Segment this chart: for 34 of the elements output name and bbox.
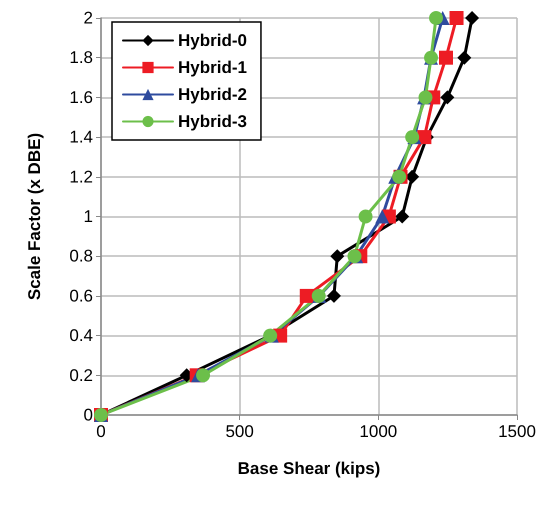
point — [450, 11, 464, 25]
y-axis-title: Scale Factor (x DBE) — [25, 132, 44, 300]
legend-label: Hybrid-3 — [178, 112, 247, 131]
point — [330, 249, 344, 264]
y-tick-label: 2 — [84, 8, 93, 28]
y-tick-label: 1.6 — [69, 88, 93, 107]
point — [440, 90, 454, 104]
point — [457, 50, 472, 65]
y-tick-label: 0.4 — [69, 326, 93, 346]
y-tick-label: 1.8 — [69, 48, 93, 68]
y-tick-label: 0.8 — [69, 246, 93, 266]
point — [300, 288, 314, 303]
x-tick-label: 1000 — [359, 422, 398, 441]
x-tick-label: 500 — [225, 422, 254, 441]
point — [465, 11, 480, 25]
x-tick-label: 0 — [96, 422, 106, 441]
y-tick-label: 1 — [84, 207, 93, 226]
point — [196, 368, 210, 382]
legend-label: Hybrid-1 — [178, 58, 247, 77]
point — [375, 210, 390, 224]
y-tick-label: 1.2 — [69, 167, 93, 186]
x-tick-label: 1500 — [498, 422, 536, 441]
point — [439, 50, 454, 65]
y-tick-label: 0.6 — [69, 286, 93, 306]
legend-label: Hybrid-2 — [178, 85, 247, 104]
x-axis-title: Base Shear (kips) — [238, 459, 380, 478]
point — [358, 210, 373, 224]
y-tick-label: 1.4 — [69, 128, 93, 147]
point — [326, 288, 341, 303]
legend-label: Hybrid-0 — [178, 31, 247, 50]
point — [429, 11, 444, 25]
point — [395, 210, 410, 224]
y-tick-label: 0.2 — [69, 366, 93, 385]
y-tick-label: 0 — [84, 406, 93, 424]
